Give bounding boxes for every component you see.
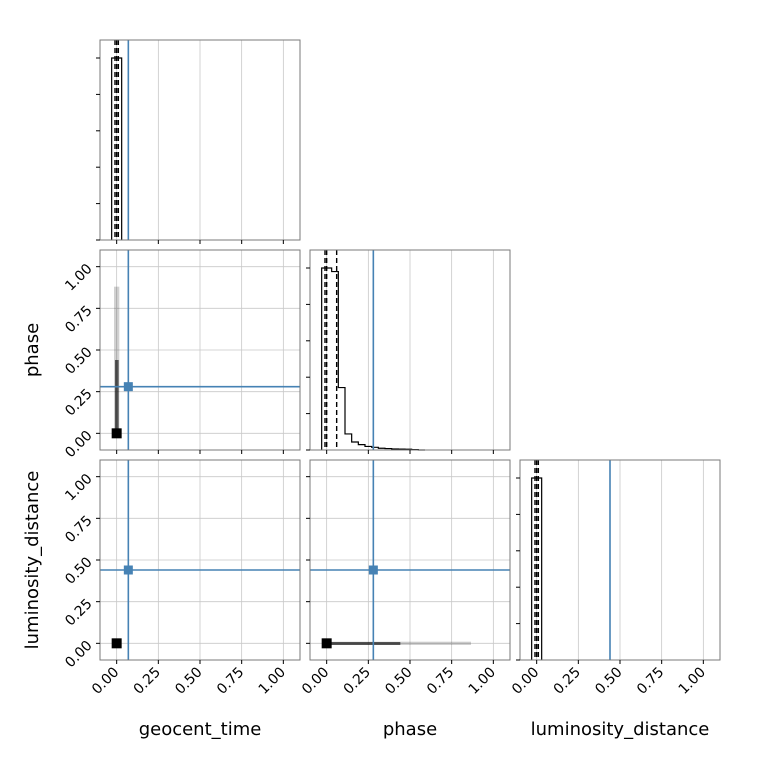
- label-layer: geocent_time phase luminosity_distancephas…: [22, 323, 709, 740]
- x-tick-label: 1.00: [676, 664, 709, 697]
- y-tick-label: 1.00: [62, 471, 95, 504]
- x-tick-label: 0.00: [509, 664, 542, 697]
- x-tick-label: 0.50: [592, 664, 625, 697]
- scatter-core: [326, 642, 401, 645]
- y-axis-label-luminosity_distance: luminosity_distance: [22, 471, 43, 650]
- y-tick-label: 0.75: [62, 303, 95, 336]
- truth-marker: [123, 565, 133, 575]
- x-tick-label: 0.25: [551, 664, 584, 697]
- y-tick-label: 0.50: [62, 554, 95, 587]
- y-tick-label: 0.25: [62, 386, 95, 419]
- density-peak: [321, 638, 332, 649]
- x-axis-label-phase: phase: [383, 719, 437, 740]
- x-tick-label: 0.00: [89, 664, 122, 697]
- x-tick-label: 0.25: [131, 664, 164, 697]
- y-tick-label: 0.50: [62, 344, 95, 377]
- y-tick-label: 1.00: [62, 261, 95, 294]
- x-tick-label: 0.50: [172, 664, 205, 697]
- x-axis-label-luminosity_distance: luminosity_distance: [531, 719, 710, 740]
- data-layer: [111, 40, 543, 660]
- histogram-phase: [321, 267, 425, 451]
- x-tick-label: 0.75: [634, 664, 667, 697]
- y-tick-label: 0.00: [62, 638, 95, 671]
- grid-layer: [100, 40, 704, 660]
- truth-marker: [368, 565, 378, 575]
- x-tick-label: 0.50: [382, 664, 415, 697]
- truth-marker: [123, 382, 133, 392]
- x-tick-label: 0.75: [214, 664, 247, 697]
- y-axis-label-phase: phase: [22, 323, 43, 377]
- y-tick-label: 0.00: [62, 428, 95, 461]
- x-tick-label: 0.25: [341, 664, 374, 697]
- x-tick-label: 1.00: [466, 664, 499, 697]
- density-peak: [111, 638, 122, 649]
- density-peak: [111, 428, 122, 439]
- x-tick-label: 1.00: [256, 664, 289, 697]
- x-tick-label: 0.00: [299, 664, 332, 697]
- truth-layer: [100, 40, 611, 660]
- x-axis-label-geocent_time: geocent_time: [139, 719, 262, 740]
- x-tick-label: 0.75: [424, 664, 457, 697]
- y-tick-label: 0.25: [62, 596, 95, 629]
- y-tick-label: 0.75: [62, 513, 95, 546]
- scatter-core: [115, 360, 119, 434]
